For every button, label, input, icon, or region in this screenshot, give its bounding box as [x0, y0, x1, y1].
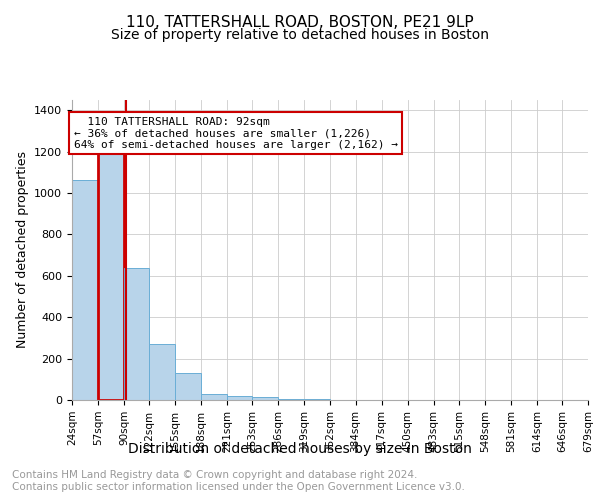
Bar: [304, 399, 331, 400]
Text: Distribution of detached houses by size in Boston: Distribution of detached houses by size …: [128, 442, 472, 456]
Text: 110 TATTERSHALL ROAD: 92sqm
← 36% of detached houses are smaller (1,226)
64% of : 110 TATTERSHALL ROAD: 92sqm ← 36% of det…: [74, 116, 398, 150]
Text: Contains HM Land Registry data © Crown copyright and database right 2024.: Contains HM Land Registry data © Crown c…: [12, 470, 418, 480]
Y-axis label: Number of detached properties: Number of detached properties: [16, 152, 29, 348]
Text: 110, TATTERSHALL ROAD, BOSTON, PE21 9LP: 110, TATTERSHALL ROAD, BOSTON, PE21 9LP: [126, 15, 474, 30]
Bar: [278, 399, 304, 400]
Bar: [253, 397, 278, 400]
Bar: [201, 394, 227, 400]
Bar: [124, 268, 149, 400]
Bar: [175, 373, 201, 400]
Bar: [227, 396, 253, 400]
Bar: [98, 125, 124, 400]
Bar: [149, 344, 175, 400]
Bar: [72, 180, 98, 400]
Text: Size of property relative to detached houses in Boston: Size of property relative to detached ho…: [111, 28, 489, 42]
Text: Contains public sector information licensed under the Open Government Licence v3: Contains public sector information licen…: [12, 482, 465, 492]
